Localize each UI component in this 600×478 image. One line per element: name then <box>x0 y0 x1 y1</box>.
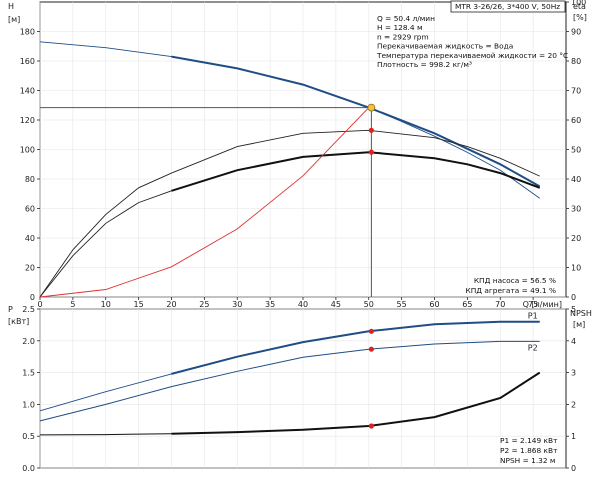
q-tick-label: 0 <box>37 300 42 309</box>
result-label: P1 = 2.149 кВт <box>500 436 558 445</box>
q-tick-label: 50 <box>364 300 374 309</box>
q-axis-label: Q [л/мин] <box>523 300 562 309</box>
h-tick-label: 160 <box>20 57 35 66</box>
q-tick-label: 10 <box>101 300 111 309</box>
eta-axis-label: eta <box>573 2 586 11</box>
q-tick-label: 65 <box>462 300 472 309</box>
eta-tick-label: 80 <box>571 57 581 66</box>
duty-annotation: Q = 50.4 л/мин <box>377 14 435 23</box>
p-tick-label: 2.0 <box>22 337 35 346</box>
q-tick-label: 45 <box>331 300 341 309</box>
eta-tick-label: 90 <box>571 28 581 37</box>
q-tick-label: 30 <box>232 300 242 309</box>
h-tick-label: 60 <box>25 205 35 214</box>
h-tick-label: 20 <box>25 264 35 273</box>
p1-point-marker <box>368 328 374 334</box>
p-tick-label: 1.0 <box>22 400 35 409</box>
result-label: NPSH = 1.32 м <box>500 456 556 465</box>
h-axis-unit: [м] <box>8 15 20 24</box>
npsh-tick-label: 2 <box>571 400 576 409</box>
npsh-tick-label: 4 <box>571 337 576 346</box>
q-tick-label: 20 <box>166 300 176 309</box>
eta-tick-label: 60 <box>571 116 581 125</box>
eta-tick-label: 100 <box>571 0 586 7</box>
duty-annotation: Плотность = 998.2 кг/м³ <box>377 60 472 69</box>
h-axis-label: H <box>8 2 14 11</box>
eta-unit-curve <box>171 151 541 192</box>
system-curve <box>39 107 370 298</box>
p2-curve <box>39 340 540 422</box>
q-tick-label: 70 <box>495 300 505 309</box>
q-tick-label: 5 <box>70 300 75 309</box>
duty-annotation: H = 128.4 м <box>377 23 423 32</box>
npsh-tick-label: 3 <box>571 369 576 378</box>
eta-pump-point-marker <box>368 127 374 133</box>
h-tick-label: 100 <box>20 146 35 155</box>
duty-annotation: Температура перекачиваемой жидкости = 20… <box>376 51 568 60</box>
eta-unit-point-marker <box>368 149 374 155</box>
npsh-tick-label: 1 <box>571 432 576 441</box>
h-tick-label: 120 <box>20 116 35 125</box>
eta-tick-label: 50 <box>571 146 581 155</box>
p-tick-label: 0.0 <box>22 464 35 473</box>
title-box <box>450 0 566 13</box>
npsh-axis-label: NPSH <box>570 309 592 318</box>
eta-tick-label: 30 <box>571 205 581 214</box>
h-tick-label: 180 <box>20 28 35 37</box>
p-tick-label: 1.5 <box>22 369 35 378</box>
q-tick-label: 60 <box>429 300 439 309</box>
p-axis-label: P <box>8 305 13 314</box>
eta-tick-label: 70 <box>571 87 581 96</box>
h-tick-label: 140 <box>20 87 35 96</box>
q-tick-label: 15 <box>134 300 144 309</box>
eta-tick-label: 10 <box>571 264 581 273</box>
q-tick-label: 75 <box>528 300 538 309</box>
p-axis-unit: [кВт] <box>8 317 29 326</box>
h-tick-label-zero: 0 <box>30 293 35 302</box>
npsh-point-marker <box>368 423 374 429</box>
efficiency-label: КПД насоса = 56.5 % <box>474 276 556 285</box>
npsh-tick-label: 0 <box>571 464 576 473</box>
duty-annotation: n = 2929 rpm <box>377 32 429 41</box>
eta-tick-label: 40 <box>571 175 581 184</box>
h-tick-label: 40 <box>25 234 35 243</box>
p-tick-label: 0.5 <box>22 432 35 441</box>
npsh-axis-unit: [м] <box>573 320 585 329</box>
npsh-tick-label: 5 <box>571 305 576 314</box>
h-tick-label: 80 <box>25 175 35 184</box>
p2-point-marker <box>368 346 374 352</box>
eta-pump-curve-thin <box>39 129 540 298</box>
chart-title: MTR 3-26/26, 3*400 V, 50Hz <box>455 2 560 11</box>
p2-series-name: P2 <box>528 343 538 352</box>
eta-tick-label: 20 <box>571 234 581 243</box>
efficiency-label: КПД агрегата = 49.1 % <box>465 286 556 295</box>
eta-tick-label: 0 <box>571 293 576 302</box>
p-tick-label: 2.5 <box>22 305 35 314</box>
operating-point-marker <box>367 103 376 112</box>
q-tick-label: 40 <box>298 300 308 309</box>
eta-axis-unit: [%] <box>573 13 587 22</box>
duty-annotation: Перекачиваемая жидкость = Вода <box>377 42 513 51</box>
q-tick-label: 55 <box>397 300 407 309</box>
q-tick-label: 35 <box>265 300 275 309</box>
p1-series-name: P1 <box>528 312 538 321</box>
q-tick-label: 25 <box>199 300 209 309</box>
result-label: P2 = 1.868 кВт <box>500 446 558 455</box>
